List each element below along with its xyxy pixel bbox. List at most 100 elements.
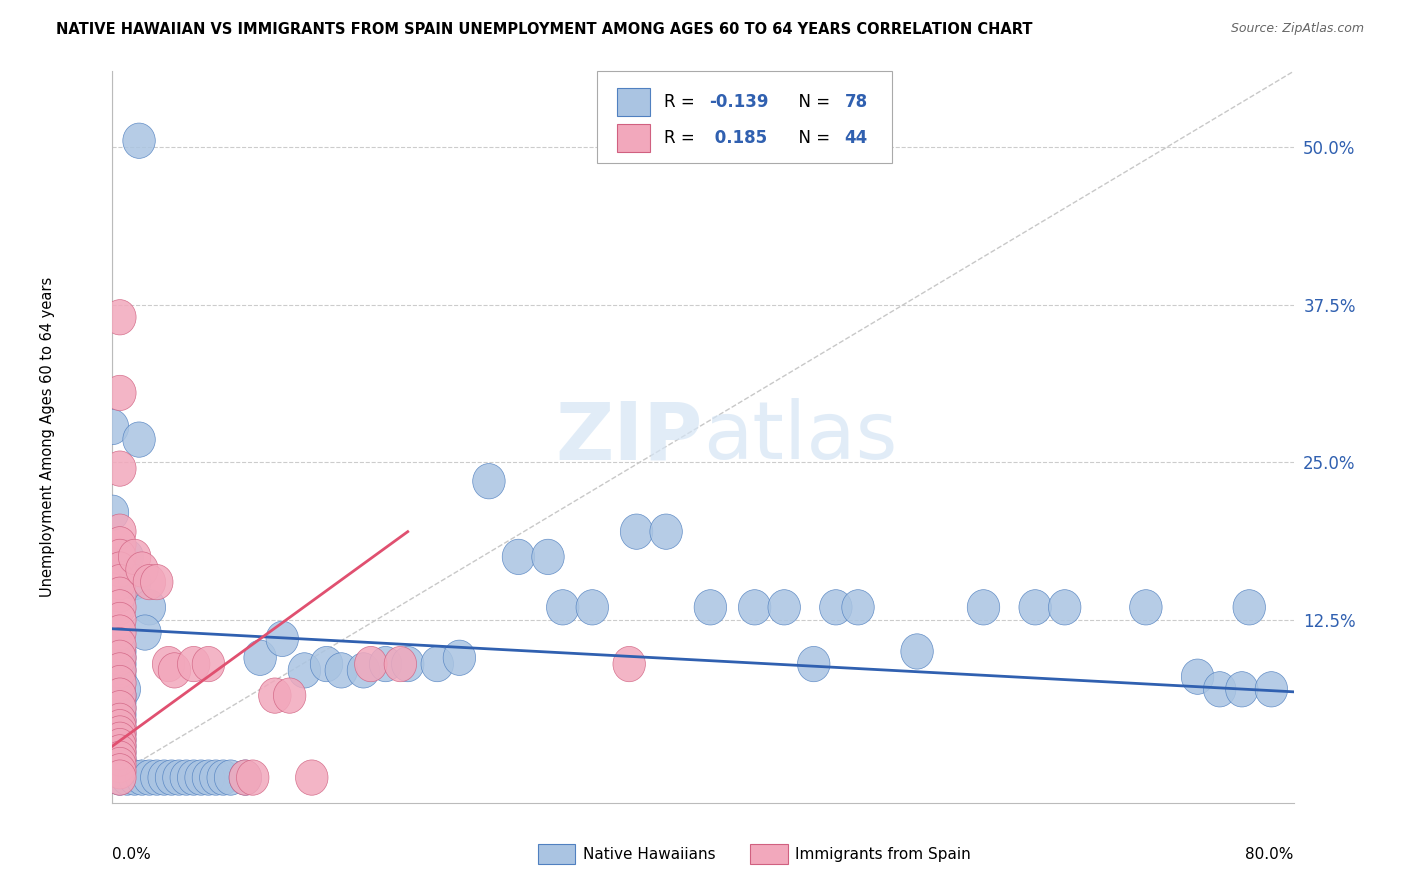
Ellipse shape bbox=[547, 590, 579, 625]
Ellipse shape bbox=[104, 678, 136, 714]
Ellipse shape bbox=[695, 590, 727, 625]
Ellipse shape bbox=[122, 422, 155, 458]
Ellipse shape bbox=[104, 602, 136, 638]
Ellipse shape bbox=[193, 647, 225, 681]
Ellipse shape bbox=[104, 703, 136, 739]
Ellipse shape bbox=[96, 409, 129, 444]
Ellipse shape bbox=[502, 540, 534, 574]
Ellipse shape bbox=[177, 760, 209, 796]
Ellipse shape bbox=[111, 760, 143, 796]
Ellipse shape bbox=[104, 697, 136, 732]
Ellipse shape bbox=[104, 684, 136, 720]
Ellipse shape bbox=[104, 741, 136, 776]
Ellipse shape bbox=[96, 495, 129, 531]
Ellipse shape bbox=[104, 514, 136, 549]
Ellipse shape bbox=[207, 760, 239, 796]
Ellipse shape bbox=[118, 565, 150, 599]
Ellipse shape bbox=[391, 647, 425, 681]
Text: Native Hawaiians: Native Hawaiians bbox=[582, 847, 716, 862]
Ellipse shape bbox=[266, 621, 298, 657]
Ellipse shape bbox=[295, 760, 328, 796]
Ellipse shape bbox=[104, 760, 136, 796]
Ellipse shape bbox=[1204, 672, 1236, 707]
Ellipse shape bbox=[104, 376, 136, 410]
Ellipse shape bbox=[104, 741, 136, 776]
Ellipse shape bbox=[184, 760, 218, 796]
Ellipse shape bbox=[104, 640, 136, 675]
Ellipse shape bbox=[104, 703, 136, 739]
Ellipse shape bbox=[259, 678, 291, 714]
Ellipse shape bbox=[152, 647, 184, 681]
Ellipse shape bbox=[104, 627, 136, 663]
FancyBboxPatch shape bbox=[617, 124, 650, 152]
Ellipse shape bbox=[104, 678, 136, 714]
Ellipse shape bbox=[193, 760, 225, 796]
Ellipse shape bbox=[104, 615, 136, 650]
Text: 78: 78 bbox=[845, 93, 868, 111]
Ellipse shape bbox=[354, 647, 387, 681]
Text: N =: N = bbox=[787, 93, 835, 111]
Ellipse shape bbox=[104, 729, 136, 764]
Ellipse shape bbox=[155, 760, 188, 796]
Ellipse shape bbox=[243, 640, 277, 675]
Ellipse shape bbox=[134, 590, 166, 625]
Ellipse shape bbox=[141, 565, 173, 599]
Ellipse shape bbox=[177, 647, 209, 681]
Ellipse shape bbox=[768, 590, 800, 625]
Ellipse shape bbox=[104, 590, 136, 625]
Ellipse shape bbox=[236, 760, 269, 796]
Ellipse shape bbox=[325, 653, 357, 688]
Ellipse shape bbox=[134, 760, 166, 796]
Text: Immigrants from Spain: Immigrants from Spain bbox=[796, 847, 972, 862]
Ellipse shape bbox=[104, 715, 136, 751]
Ellipse shape bbox=[1049, 590, 1081, 625]
Ellipse shape bbox=[118, 540, 150, 574]
Ellipse shape bbox=[104, 735, 136, 770]
Ellipse shape bbox=[104, 565, 136, 599]
Ellipse shape bbox=[108, 672, 141, 707]
Ellipse shape bbox=[104, 754, 136, 789]
Ellipse shape bbox=[797, 647, 830, 681]
Ellipse shape bbox=[370, 647, 402, 681]
Ellipse shape bbox=[104, 526, 136, 562]
Text: Unemployment Among Ages 60 to 64 years: Unemployment Among Ages 60 to 64 years bbox=[39, 277, 55, 598]
Ellipse shape bbox=[104, 690, 136, 726]
Text: NATIVE HAWAIIAN VS IMMIGRANTS FROM SPAIN UNEMPLOYMENT AMONG AGES 60 TO 64 YEARS : NATIVE HAWAIIAN VS IMMIGRANTS FROM SPAIN… bbox=[56, 22, 1033, 37]
Ellipse shape bbox=[104, 747, 136, 782]
Ellipse shape bbox=[472, 464, 505, 499]
Ellipse shape bbox=[420, 647, 454, 681]
Ellipse shape bbox=[104, 577, 136, 613]
Ellipse shape bbox=[104, 634, 136, 669]
Ellipse shape bbox=[214, 760, 247, 796]
Ellipse shape bbox=[200, 760, 232, 796]
Ellipse shape bbox=[118, 760, 150, 796]
Ellipse shape bbox=[384, 647, 416, 681]
Ellipse shape bbox=[104, 709, 136, 745]
Ellipse shape bbox=[104, 653, 136, 688]
Ellipse shape bbox=[901, 634, 934, 669]
Ellipse shape bbox=[104, 735, 136, 770]
Ellipse shape bbox=[1019, 590, 1052, 625]
Ellipse shape bbox=[104, 723, 136, 757]
Ellipse shape bbox=[122, 123, 155, 159]
Ellipse shape bbox=[148, 760, 180, 796]
Ellipse shape bbox=[531, 540, 564, 574]
Text: N =: N = bbox=[787, 129, 835, 147]
Ellipse shape bbox=[1129, 590, 1163, 625]
Text: -0.139: -0.139 bbox=[709, 93, 769, 111]
Text: atlas: atlas bbox=[703, 398, 897, 476]
Ellipse shape bbox=[104, 300, 136, 334]
Ellipse shape bbox=[104, 747, 136, 782]
Ellipse shape bbox=[311, 647, 343, 681]
Ellipse shape bbox=[443, 640, 475, 675]
Ellipse shape bbox=[141, 760, 173, 796]
Ellipse shape bbox=[104, 659, 136, 694]
Ellipse shape bbox=[163, 760, 195, 796]
Text: 0.0%: 0.0% bbox=[112, 847, 152, 862]
Text: R =: R = bbox=[664, 93, 700, 111]
Ellipse shape bbox=[111, 540, 143, 574]
Text: 80.0%: 80.0% bbox=[1246, 847, 1294, 862]
Ellipse shape bbox=[104, 760, 136, 796]
Ellipse shape bbox=[842, 590, 875, 625]
Ellipse shape bbox=[288, 653, 321, 688]
